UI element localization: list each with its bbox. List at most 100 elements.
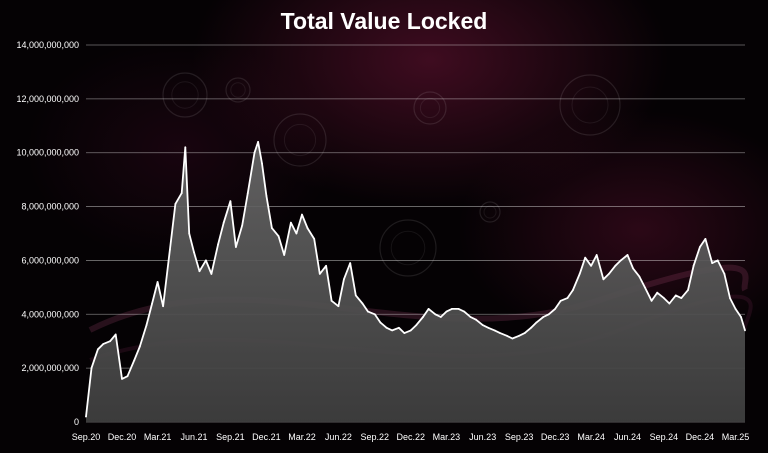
data-point [210,273,213,275]
data-point [744,329,746,332]
data-point [535,321,538,324]
data-point [290,221,292,224]
data-point [638,275,641,278]
y-tick-label: 0 [74,417,79,427]
data-point [193,251,195,254]
decor-ring [559,74,621,136]
data-point [434,313,437,316]
data-point [584,256,587,259]
data-point [325,264,327,267]
data-point [313,238,316,240]
data-point [699,246,701,248]
data-point [330,299,333,302]
data-point [188,232,191,235]
y-tick-label: 8,000,000,000 [21,202,79,212]
y-tick-label: 14,000,000,000 [16,40,79,50]
data-point [306,227,309,230]
data-point [205,259,207,262]
data-point [409,329,412,332]
data-point [687,289,689,291]
data-point [493,329,496,332]
x-tick-label: Sep.21 [216,432,245,442]
decor-ring [225,77,251,103]
data-point [674,294,677,297]
data-point [198,270,201,273]
data-point [422,316,424,318]
x-tick-label: Jun.24 [614,432,641,442]
data-point [530,326,532,329]
data-point [318,273,321,275]
data-point [85,415,87,418]
decor-ring [479,201,501,223]
data-point [156,281,159,283]
data-point [475,318,477,321]
x-tick-label: Sep.22 [361,432,390,442]
data-point [729,297,731,299]
x-tick-label: Sep.23 [505,432,534,442]
data-point [391,329,394,332]
data-point [590,264,592,267]
data-point [109,340,111,343]
data-point [566,297,569,299]
y-tick-label: 4,000,000,000 [21,309,79,319]
x-tick-label: Dec.21 [252,432,281,442]
data-point [271,227,273,230]
data-point [644,286,646,289]
y-tick-label: 6,000,000,000 [21,255,79,265]
data-point [241,224,244,227]
data-point [487,326,490,329]
x-tick-label: Jun.23 [469,432,496,442]
data-point [542,316,545,318]
data-point [343,278,345,281]
data-point [133,359,136,361]
data-point [619,259,622,262]
data-point [650,299,653,302]
data-point [257,141,259,143]
data-point [301,213,303,216]
decor-ring [390,230,426,266]
data-point [283,254,286,256]
data-point [740,316,742,318]
chart-title: Total Value Locked [280,8,488,34]
data-point [361,302,364,305]
data-point [656,291,659,294]
data-point [261,162,263,165]
data-point [184,146,187,149]
decor-ring [419,97,441,119]
data-point [180,192,183,195]
data-point [121,378,123,380]
data-point [367,310,369,313]
data-point [668,302,671,305]
y-tick-label: 10,000,000,000 [16,148,79,158]
data-point [572,289,574,291]
data-point [222,221,225,224]
decor-ring [379,219,437,277]
data-point [518,334,520,337]
data-point [169,248,171,251]
decor-ring [230,82,246,98]
x-tick-label: Mar.23 [433,432,461,442]
x-tick-label: Mar.21 [144,432,172,442]
data-point [162,305,165,308]
data-point [457,308,460,310]
data-point [265,194,268,197]
data-point [523,332,526,334]
decor-ring [571,86,609,124]
data-point [385,326,388,329]
data-point [246,192,249,195]
data-point [663,297,665,299]
data-point [445,310,448,313]
data-point [614,264,617,267]
data-point [415,324,418,326]
data-point [608,273,610,275]
plot-area [85,141,746,422]
data-point [253,151,256,154]
data-point [716,259,719,262]
data-point [499,332,501,334]
data-point [723,273,726,275]
decor-ring [413,91,447,125]
data-point [463,310,466,313]
data-point [427,308,430,310]
data-point [295,232,298,235]
